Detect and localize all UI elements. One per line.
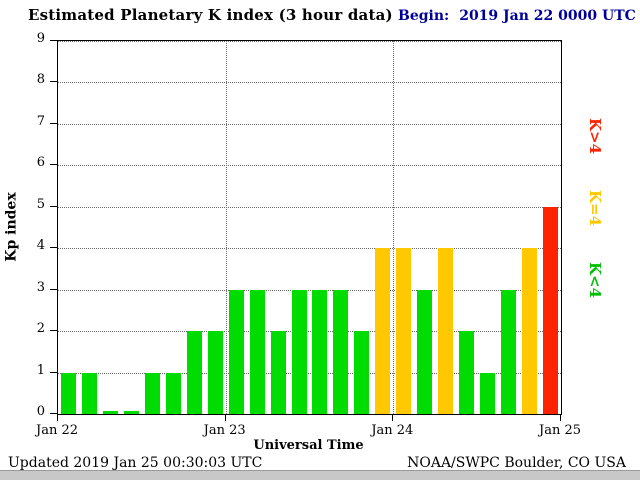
x-tick [392,415,394,421]
y-tick [50,205,57,207]
kp-bar [165,372,181,414]
kp-bar [60,372,76,414]
x-axis-label: Universal Time [253,438,364,453]
kp-bar [522,248,538,414]
kp-bar [81,372,97,414]
y-tick [50,288,57,290]
kp-bar [459,331,475,414]
begin-label-text: Begin: [398,8,450,24]
y-tick-label: 7 [36,113,45,129]
plot-area [57,40,562,415]
h-gridline [58,206,561,208]
y-tick-label: 4 [36,238,45,254]
h-gridline [58,165,561,167]
kp-bar [312,289,328,414]
y-tick-label: 0 [36,404,45,419]
y-tick [50,40,57,41]
kp-bar [123,411,139,414]
x-tick-label: Jan 24 [371,423,414,438]
y-tick [50,371,57,373]
x-tick [224,415,226,421]
kp-bar [396,248,412,414]
legend-k-gt-4: K>4 [586,118,604,155]
legend-k-eq-4: K=4 [586,190,604,227]
kp-bar [186,331,202,414]
h-gridline [58,248,561,250]
kp-bar [501,289,517,414]
y-tick [50,81,57,83]
y-tick [50,330,57,332]
y-tick-label: 6 [36,155,45,171]
x-tick [560,415,561,421]
kp-bar [102,411,118,414]
scrollbar-horizontal[interactable] [0,470,640,480]
y-tick [50,413,57,414]
kp-bar [417,289,433,414]
kp-bar [438,248,454,414]
legend-k-lt-4: K<4 [586,262,604,299]
h-gridline [58,331,561,333]
kp-bar [249,289,265,414]
h-gridline [58,41,561,42]
begin-datetime: 2019 Jan 22 0000 UTC [459,8,636,24]
h-gridline [58,289,561,291]
y-tick-label: 3 [36,279,45,295]
begin-label: Begin: 2019 Jan 22 0000 UTC [398,8,636,24]
y-tick-label: 8 [36,72,45,88]
y-tick-label: 9 [36,31,45,46]
kp-bar [354,331,370,414]
chart-title: Estimated Planetary K index (3 hour data… [28,6,393,24]
y-tick-label: 1 [36,362,45,378]
x-tick-label: Jan 25 [538,423,581,438]
y-tick [50,122,57,124]
y-tick [50,247,57,249]
v-gridline [225,41,227,414]
y-tick-label: 2 [36,321,45,337]
kp-bar [480,372,496,414]
updated-text: Updated 2019 Jan 25 00:30:03 UTC [8,455,263,471]
kp-bar [207,331,223,414]
kp-bar [375,248,391,414]
h-gridline [58,372,561,374]
kp-bar [333,289,349,414]
x-tick-label: Jan 23 [203,423,246,438]
kp-bar [270,331,286,414]
v-gridline [393,41,395,414]
y-tick-label: 5 [36,196,45,212]
h-gridline [58,123,561,125]
y-axis-label: Kp index [4,191,20,262]
kp-bar [228,289,244,414]
y-tick [50,164,57,166]
kp-bar [291,289,307,414]
x-tick [57,415,58,421]
source-text: NOAA/SWPC Boulder, CO USA [407,455,626,471]
kp-bar [144,372,160,414]
kp-bar [543,206,559,414]
x-tick-label: Jan 22 [35,423,78,438]
h-gridline [58,82,561,84]
